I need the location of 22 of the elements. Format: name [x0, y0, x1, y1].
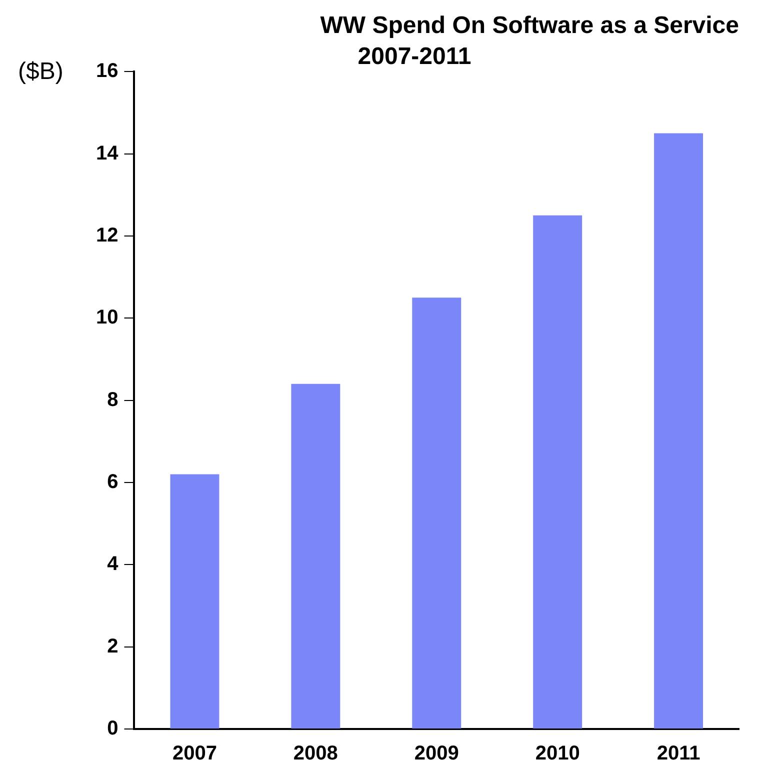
y-tick-label: 6 — [107, 470, 118, 493]
y-tick-label: 2 — [107, 635, 118, 658]
chart-title: WW Spend On Software as a Service — [320, 12, 739, 40]
x-tick-label: 2011 — [656, 742, 700, 765]
bar — [291, 384, 340, 728]
bar — [170, 474, 220, 728]
x-tick-label: 2009 — [414, 742, 459, 765]
y-axis-title: ($B) — [18, 58, 64, 86]
y-tick-label: 14 — [96, 142, 120, 164]
x-tick-label: 2008 — [293, 742, 338, 765]
chart-subtitle: 2007-2011 — [358, 42, 472, 70]
y-tick-label: 12 — [96, 224, 118, 246]
y-tick-label: 8 — [107, 388, 118, 411]
x-tick-label: 2010 — [535, 742, 580, 765]
y-tick-label: 0 — [107, 718, 118, 740]
y-tick-label: 16 — [96, 60, 118, 82]
bar — [412, 298, 462, 728]
bar — [654, 133, 704, 728]
bar — [533, 215, 582, 728]
x-tick-label: 2007 — [172, 742, 217, 765]
y-tick-label: 10 — [96, 306, 118, 329]
y-tick-label: 4 — [107, 553, 120, 576]
